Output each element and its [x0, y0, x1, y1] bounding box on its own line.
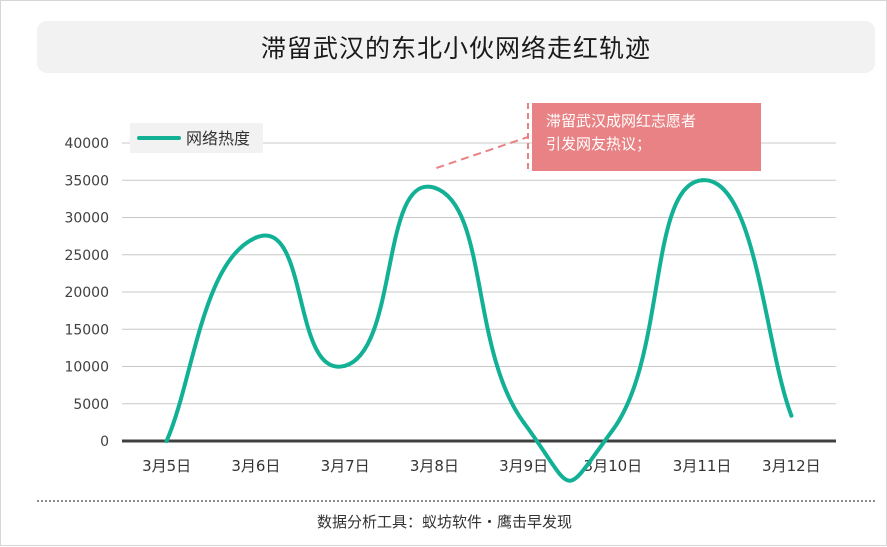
data-point [253, 235, 258, 240]
annotation-box: 滞留武汉成网红志愿者 引发网友热议； [532, 103, 761, 171]
y-tick-label: 30000 [64, 211, 109, 227]
legend-label: 网络热度 [186, 129, 250, 148]
data-point [164, 439, 169, 443]
y-tick-label: 20000 [64, 285, 109, 301]
y-tick-label: 40000 [64, 136, 109, 152]
x-tick-label: 3月9日 [499, 457, 548, 475]
y-tick-label: 15000 [64, 322, 109, 338]
x-tick-label: 3月12日 [762, 457, 821, 475]
data-point [521, 420, 526, 425]
footer-source: 数据分析工具：蚁坊软件・鹰击早发现 [316, 513, 572, 531]
x-tick-label: 3月8日 [410, 457, 459, 475]
y-tick-label: 10000 [64, 360, 109, 376]
series-line-0 [164, 178, 794, 483]
y-tick-label: 0 [100, 434, 109, 450]
legend: 网络热度 [130, 123, 263, 153]
data-point [610, 427, 615, 432]
data-point [343, 363, 348, 368]
x-tick-label: 3月7日 [321, 457, 370, 475]
annotation-line-1: 滞留武汉成网红志愿者 [546, 112, 697, 130]
grid-lines [122, 142, 836, 405]
data-point [700, 178, 705, 183]
x-tick-label: 3月11日 [673, 457, 732, 475]
y-tick-label: 5000 [73, 397, 109, 413]
series-layer [164, 178, 794, 483]
y-tick-label: 35000 [64, 173, 109, 189]
annotation-line-2: 引发网友热议； [546, 135, 652, 153]
data-point [432, 185, 437, 190]
data-point [789, 413, 794, 418]
title-bar: 滞留武汉的东北小伙网络走红轨迹 [37, 21, 875, 73]
annotation-connector [436, 103, 529, 171]
chart-title: 滞留武汉的东北小伙网络走红轨迹 [260, 34, 651, 63]
annotation-leader-line [436, 136, 529, 169]
y-axis-ticks: 0 5000 10000 15000 20000 25000 30000 35000 40000 [64, 136, 109, 450]
x-tick-label: 3月10日 [584, 457, 643, 475]
footer-divider [37, 500, 875, 502]
x-tick-label: 3月5日 [142, 457, 191, 475]
y-tick-label: 25000 [64, 248, 109, 264]
x-tick-label: 3月6日 [231, 457, 280, 475]
x-axis-ticks: 3月5日 3月6日 3月7日 3月8日 3月9日 3月10日 3月11日 3月12日 [142, 457, 821, 475]
